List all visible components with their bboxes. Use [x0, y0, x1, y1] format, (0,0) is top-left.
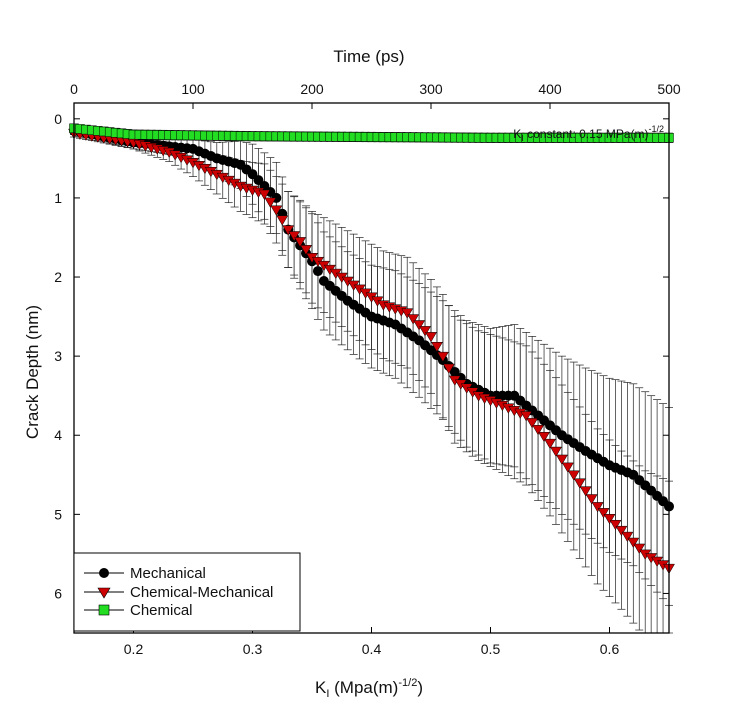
chemical-mechanical-point: [532, 425, 545, 436]
chemical-mechanical-point: [401, 308, 414, 319]
chemical-mechanical-point: [621, 531, 634, 543]
annotation-sup: -1/2: [648, 124, 664, 134]
y-tick-label: 3: [54, 348, 62, 364]
top-tick-label: 200: [300, 81, 324, 97]
annotation-rest: constant: 0.15 MPa(m): [524, 127, 649, 141]
top-tick-label: 300: [419, 81, 443, 97]
axis-ticks: 0.2 0.3 0.4 0.5 0.6 0 100 200 300 400 500 0 1 2 3 4 5 6: [54, 81, 681, 657]
chemical-mechanical-point: [282, 225, 295, 236]
chemical-mechanical-point: [585, 494, 598, 505]
y-axis-title: Crack Depth (nm): [23, 305, 42, 439]
mechanical-point: [312, 266, 323, 277]
chemical-mechanical-point: [591, 502, 604, 513]
chemical-mechanical-point: [555, 454, 568, 465]
chemical-mechanical-point: [288, 231, 301, 242]
chemical-mechanical-point: [300, 245, 312, 256]
data-markers: [68, 123, 675, 575]
top-tick-label: 100: [181, 81, 205, 97]
chemical-mechanical-point: [567, 470, 580, 481]
legend: Mechanical Chemical-Mechanical Chemical: [73, 552, 301, 632]
x-tick-label: 0.6: [600, 641, 620, 657]
legend-triangle-marker: [97, 587, 111, 599]
legend-item-chemical: Chemical: [84, 602, 193, 619]
chemical-mechanical-point: [442, 363, 455, 374]
chemical-mechanical-point: [264, 197, 277, 208]
x-tick-label: 0.5: [481, 641, 501, 657]
x-tick-label: 0.3: [243, 641, 263, 657]
x-axis-title-main: K: [315, 678, 327, 697]
legend-label-chemical-mechanical: Chemical-Mechanical: [130, 584, 273, 601]
chemical-mechanical-point: [520, 411, 533, 422]
legend-item-mechanical: Mechanical: [84, 565, 206, 582]
y-tick-label: 5: [54, 506, 62, 522]
legend-item-chemical-mechanical: Chemical-Mechanical: [84, 584, 273, 601]
x-axis-title-close: ): [417, 678, 423, 697]
y-tick-label: 6: [54, 585, 62, 601]
chemical-mechanical-point: [597, 508, 610, 519]
legend-label-chemical: Chemical: [130, 602, 193, 619]
y-tick-label: 4: [54, 427, 62, 443]
x-axis-title-rest: (Mpa(m): [329, 678, 398, 697]
x-tick-label: 0.4: [362, 641, 382, 657]
legend-label-mechanical: Mechanical: [130, 565, 206, 582]
top-tick-label: 400: [538, 81, 562, 97]
chemical-mechanical-point: [550, 446, 562, 458]
x-tick-label: 0.2: [124, 641, 144, 657]
chemical-mechanical-point: [436, 351, 449, 363]
chemical-mechanical-point: [258, 189, 271, 200]
chemical-mechanical-point: [413, 320, 426, 331]
y-tick-label: 1: [54, 190, 62, 206]
chemical-mechanical-point: [276, 215, 289, 226]
chemical-mechanical-point: [431, 341, 443, 353]
chemical-mechanical-point: [270, 205, 283, 216]
chemical-mechanical-point: [609, 519, 622, 531]
chemical-mechanical-point: [627, 537, 640, 549]
ki-constant-annotation: KI constant: 0.15 MPa(m)-1/2: [513, 124, 664, 143]
annotation-main: K: [513, 127, 521, 141]
chemical-mechanical-point: [407, 314, 420, 325]
chemical-mechanical-point: [544, 438, 556, 450]
legend-square-marker: [98, 604, 110, 616]
legend-circle-marker: [99, 568, 109, 578]
x-axis-title: KI (Mpa(m)-1/2): [315, 677, 423, 700]
chemical-mechanical-point: [615, 525, 628, 537]
chemical-mechanical-point: [294, 237, 307, 248]
top-tick-label: 500: [657, 81, 681, 97]
chemical-mechanical-point: [579, 486, 592, 497]
chemical-mechanical-point: [425, 332, 437, 343]
chemical-mechanical-point: [573, 478, 586, 489]
chemical-mechanical-point: [419, 326, 431, 337]
chemical-mechanical-point: [561, 462, 574, 473]
y-tick-label: 0: [54, 111, 62, 127]
top-tick-label: 0: [70, 81, 78, 97]
x-axis-title-sub: I: [326, 688, 329, 700]
chemical-mechanical-point: [603, 514, 616, 525]
x-axis-title-sup: -1/2: [398, 677, 417, 689]
y-tick-label: 2: [54, 269, 62, 285]
chemical-mechanical-point: [633, 543, 646, 554]
annotation-sub: I: [521, 133, 524, 143]
top-axis-title: Time (ps): [333, 47, 404, 66]
chemical-mechanical-point: [538, 431, 550, 443]
chemical-mechanical-point: [526, 418, 539, 429]
